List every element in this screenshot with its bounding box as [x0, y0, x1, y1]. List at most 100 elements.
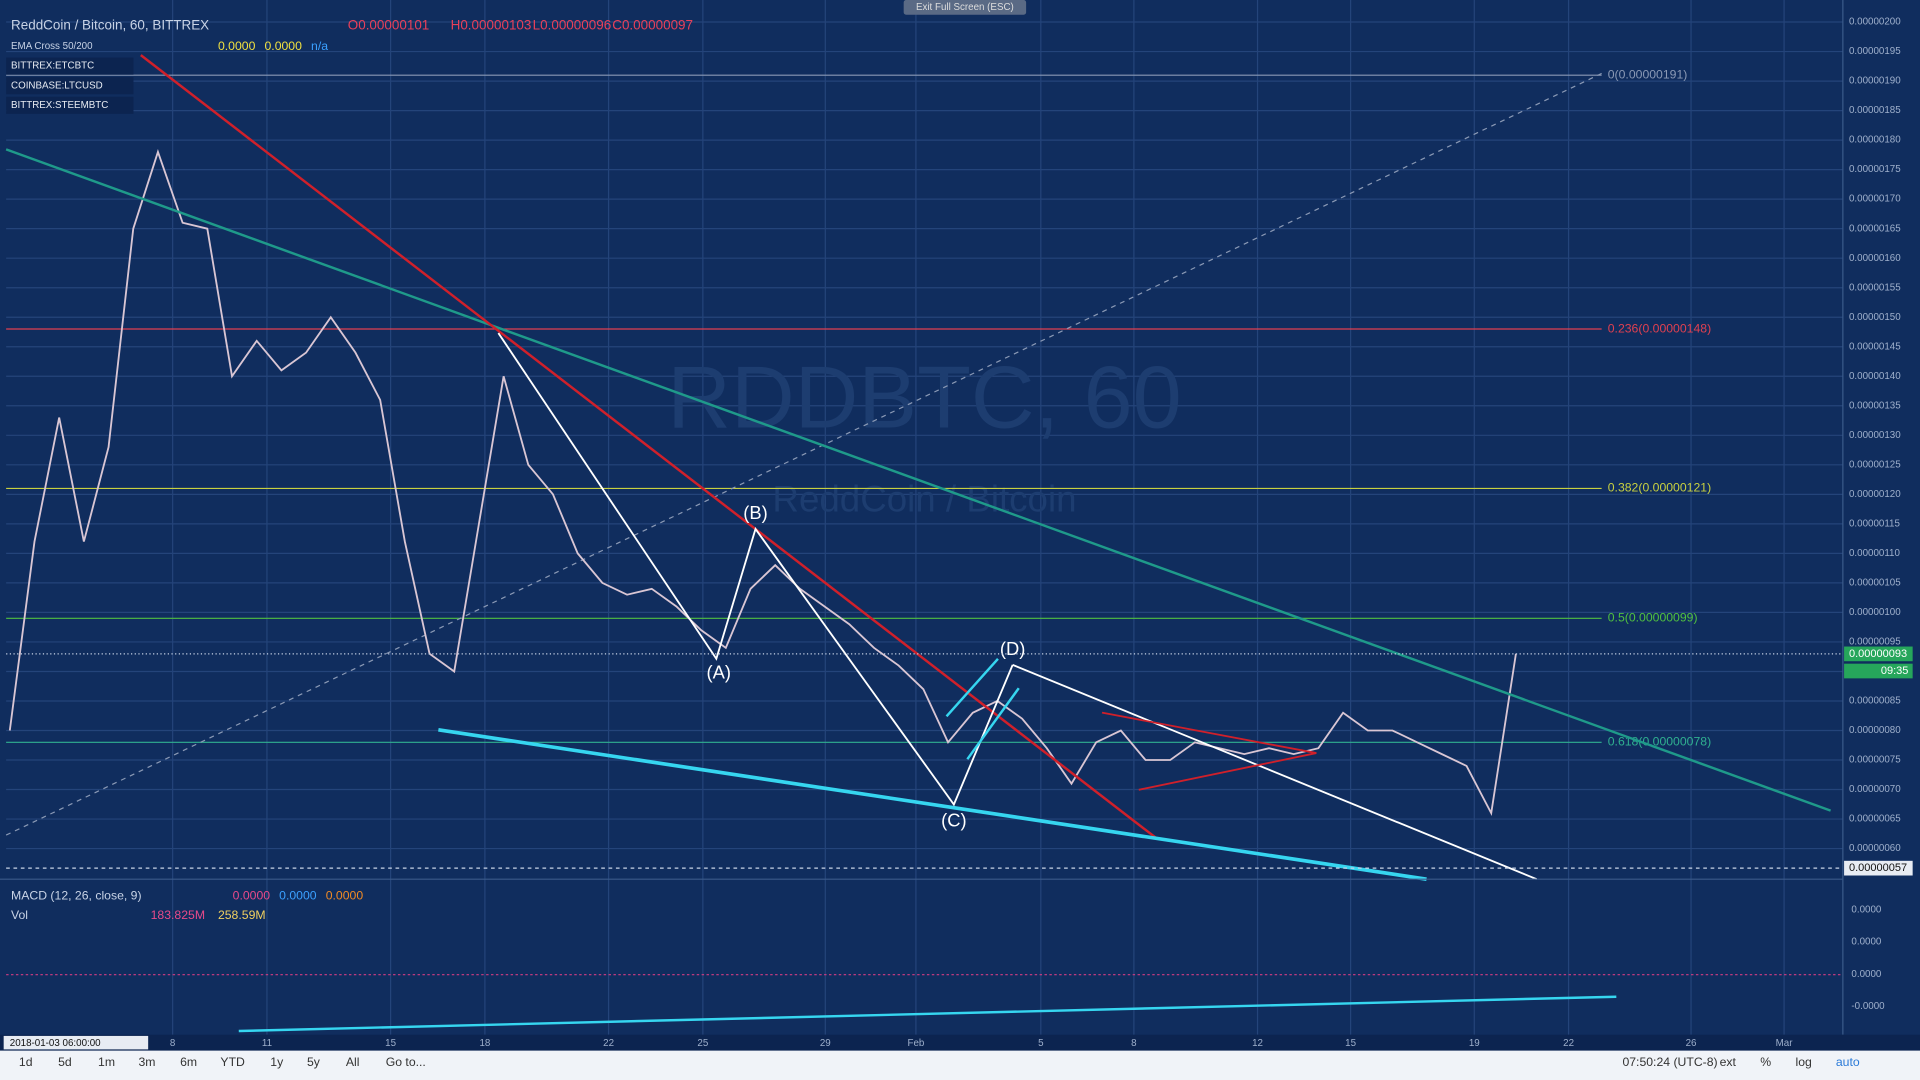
- ohlc-value: L0.00000096: [533, 17, 612, 32]
- y-tick-label: 0.00000155: [1849, 282, 1901, 293]
- y-tick-label: 0.00000060: [1849, 843, 1901, 854]
- compare-bg: [6, 96, 134, 114]
- fib-levels: 0(0.00000191) 0.236(0.00000148) 0.382(0.00…: [6, 67, 1711, 749]
- range-button[interactable]: 3m: [138, 1055, 155, 1069]
- x-tick-label: 11: [262, 1038, 272, 1049]
- y-tick-label: 0.00000180: [1849, 135, 1901, 146]
- channel-line: [945, 657, 999, 718]
- indicator-value: 0.0000: [218, 39, 256, 53]
- grid: [6, 0, 1843, 1035]
- wave-label: (D): [1000, 638, 1026, 659]
- vol-value: 258.59M: [218, 908, 266, 922]
- trend-line: [140, 54, 1158, 840]
- macd-tick-label: 0.0000: [1851, 937, 1881, 948]
- price-axis: 0.00000200 0.00000195 0.00000190 0.00000185…: [1849, 17, 1901, 855]
- macd-axis: 0.0000 0.0000 0.0000 -0.0000: [1851, 904, 1885, 1012]
- range-button[interactable]: 5d: [58, 1055, 72, 1069]
- wave-label: (A): [707, 661, 731, 682]
- cursor-price: 0.00000057: [1849, 862, 1907, 874]
- range-button[interactable]: 6m: [180, 1055, 197, 1069]
- compare-symbol[interactable]: BITTREX:ETCBTC: [11, 61, 94, 72]
- countdown: 09:35: [1881, 665, 1909, 677]
- price-line: [8, 149, 1517, 817]
- vol-value: 183.825M: [151, 908, 205, 922]
- last-price-tag: [1844, 646, 1913, 662]
- y-tick-label: 0.00000100: [1849, 607, 1901, 618]
- y-tick-label: 0.00000140: [1849, 371, 1901, 382]
- x-tick-label: 22: [1563, 1038, 1574, 1049]
- range-button[interactable]: All: [346, 1055, 360, 1069]
- y-tick-label: 0.00000080: [1849, 725, 1901, 736]
- range-button[interactable]: 5y: [307, 1055, 321, 1069]
- y-tick-label: 0.00000145: [1849, 341, 1901, 352]
- x-tick-label: 25: [697, 1038, 708, 1049]
- y-tick-label: 0.00000065: [1849, 814, 1901, 825]
- macd-value: 0.0000: [326, 889, 364, 903]
- x-tick-label: 8: [1131, 1038, 1137, 1049]
- option-button[interactable]: ext: [1720, 1055, 1737, 1069]
- goto-button[interactable]: Go to...: [386, 1055, 426, 1069]
- y-tick-label: 0.00000105: [1849, 577, 1901, 588]
- option-button[interactable]: %: [1760, 1055, 1771, 1069]
- footer-bar: [0, 1050, 1920, 1080]
- macd-tick-label: 0.0000: [1851, 904, 1881, 915]
- y-tick-label: 0.00000095: [1849, 637, 1901, 648]
- y-tick-label: 0.00000200: [1849, 17, 1901, 28]
- y-tick-label: 0.00000110: [1849, 548, 1901, 559]
- y-tick-label: 0.00000120: [1849, 489, 1901, 500]
- fib-trend-line: [5, 72, 1602, 836]
- vol-name: Vol: [11, 908, 28, 922]
- symbol[interactable]: ReddCoin / Bitcoin, 60, BITTREX: [11, 17, 209, 32]
- x-tick-label: 12: [1252, 1038, 1263, 1049]
- y-tick-label: 0.00000115: [1849, 518, 1901, 529]
- abcd-pattern: [497, 332, 1014, 807]
- exit-fullscreen[interactable]: Exit Full Screen (ESC): [916, 2, 1014, 13]
- wave-label: (B): [743, 502, 767, 523]
- macd-value: 0.0000: [233, 889, 271, 903]
- trend-line: [438, 727, 1427, 881]
- compare-bg: [6, 77, 134, 95]
- y-tick-label: 0.00000085: [1849, 696, 1901, 707]
- range-button[interactable]: YTD: [220, 1055, 245, 1069]
- watermark-subtitle: ReddCoin / Bitcoin: [772, 479, 1076, 520]
- option-button[interactable]: log: [1796, 1055, 1813, 1069]
- x-tick-label: 15: [1345, 1038, 1356, 1049]
- x-tick-label: Feb: [907, 1038, 924, 1049]
- y-tick-label: 0.00000195: [1849, 46, 1901, 57]
- x-tick-label: 15: [385, 1038, 396, 1049]
- y-tick-label: 0.00000160: [1849, 253, 1901, 264]
- channel-line: [966, 687, 1020, 760]
- x-tick-label: Mar: [1776, 1038, 1794, 1049]
- y-tick-label: 0.00000075: [1849, 755, 1901, 766]
- last-price: 0.00000093: [1849, 648, 1907, 660]
- fib-label: 0(0.00000191): [1608, 67, 1688, 81]
- compare-symbol[interactable]: COINBASE:LTCUSD: [11, 80, 103, 91]
- y-tick-label: 0.00000190: [1849, 76, 1901, 87]
- price-series: [8, 149, 1517, 817]
- countdown-tag: [1844, 663, 1913, 679]
- compare-symbol[interactable]: BITTREX:STEEMBTC: [11, 100, 108, 111]
- y-tick-label: 0.00000130: [1849, 430, 1901, 441]
- cursor-time-tag: [3, 1035, 149, 1050]
- fib-label: 0.382(0.00000121): [1608, 481, 1711, 495]
- triangle: [1101, 711, 1317, 791]
- ohlc-value: H0.00000103: [451, 17, 532, 32]
- y-tick-label: 0.00000170: [1849, 194, 1901, 205]
- range-button[interactable]: 1m: [98, 1055, 115, 1069]
- y-tick-label: 0.00000135: [1849, 400, 1901, 411]
- x-tick-label: 18: [479, 1038, 490, 1049]
- exit-button-bg[interactable]: [903, 0, 1027, 15]
- fib-label: 0.236(0.00000148): [1608, 321, 1711, 335]
- range-button[interactable]: 1d: [19, 1055, 33, 1069]
- option-button[interactable]: auto: [1836, 1055, 1860, 1069]
- indicator-value: n/a: [311, 39, 328, 53]
- compare-bg: [6, 57, 134, 75]
- x-tick-label: 5: [1038, 1038, 1044, 1049]
- trend-line: [238, 995, 1617, 1033]
- range-button[interactable]: 1y: [270, 1055, 284, 1069]
- clock: 07:50:24 (UTC-8): [1622, 1055, 1717, 1069]
- cursor-time: 2018-01-03 06:00:00: [10, 1038, 101, 1049]
- wave-label: (C): [941, 809, 967, 830]
